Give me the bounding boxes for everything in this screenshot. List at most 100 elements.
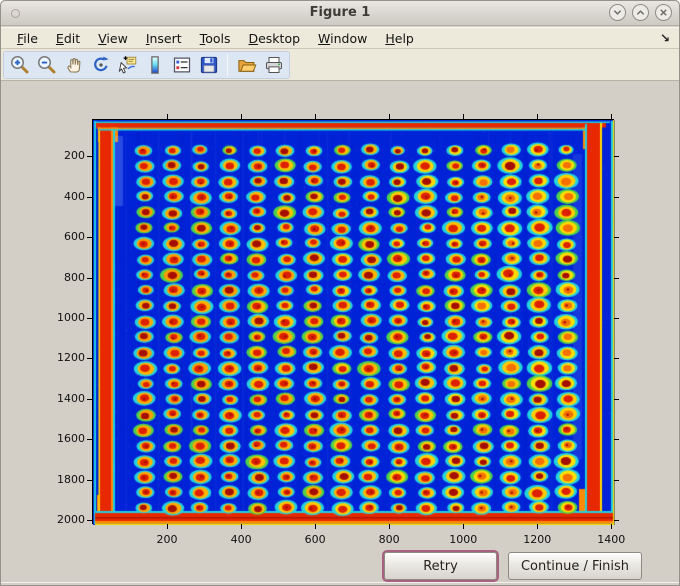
printer-icon — [265, 57, 282, 73]
data-cursor-icon — [118, 56, 136, 74]
y-tick — [614, 277, 619, 279]
y-tick — [87, 237, 92, 239]
microarray-image[interactable] — [93, 120, 615, 525]
y-tick — [614, 317, 619, 319]
pan-button[interactable] — [62, 54, 85, 77]
insert-colorbar-button[interactable] — [143, 54, 166, 77]
y-tick-label: 1400 — [57, 391, 85, 405]
legend-icon — [173, 57, 190, 73]
x-tick — [463, 524, 465, 529]
y-tick — [87, 317, 92, 319]
figure-canvas-area: 200 400 600 800 1000 1200 1400 200 400 600 800 1000… — [1, 82, 679, 585]
menu-window[interactable]: Window — [318, 30, 368, 46]
y-tick — [87, 519, 92, 521]
y-tick-label: 1200 — [57, 351, 85, 365]
x-tick — [241, 114, 243, 119]
continue-finish-button[interactable]: Continue / Finish — [508, 552, 642, 580]
x-tick-label: 1400 — [597, 533, 626, 546]
retry-button[interactable]: Retry — [384, 552, 497, 580]
window-menu-icon[interactable] — [11, 9, 20, 18]
open-folder-icon — [237, 60, 256, 72]
menu-help[interactable]: Help — [385, 30, 414, 46]
menubar: File Edit View Insert Tools Desktop Wind… — [1, 27, 679, 48]
menu-tools[interactable]: Tools — [199, 30, 231, 46]
y-tick — [87, 196, 92, 198]
save-figure-button[interactable] — [197, 54, 220, 77]
x-tick — [611, 114, 613, 119]
x-tick-label: 400 — [230, 533, 252, 546]
y-tick — [87, 277, 92, 279]
y-tick — [614, 196, 619, 198]
print-figure-button[interactable] — [262, 54, 285, 77]
y-tick — [614, 398, 619, 400]
x-tick — [167, 524, 169, 529]
zoom-out-icon — [37, 56, 56, 74]
y-tick — [614, 479, 619, 481]
menu-view[interactable]: View — [98, 30, 128, 46]
save-icon — [200, 56, 217, 74]
y-tick-label: 400 — [64, 189, 85, 203]
y-tick-label: 1000 — [57, 310, 85, 324]
y-tick — [87, 398, 92, 400]
data-cursor-button[interactable] — [116, 54, 139, 77]
y-tick — [87, 156, 92, 158]
insert-legend-button[interactable] — [170, 54, 193, 77]
axes-box: 200 400 600 800 1000 1200 1400 200 400 600 800 1000… — [57, 114, 625, 546]
minimize-button[interactable] — [609, 4, 626, 21]
x-tick — [537, 524, 539, 529]
menu-desktop[interactable]: Desktop — [248, 30, 301, 46]
y-tick — [87, 479, 92, 481]
close-button[interactable] — [655, 4, 672, 21]
y-tick — [614, 156, 619, 158]
rotate-3d-button[interactable] — [89, 54, 112, 77]
y-tick-label: 600 — [64, 230, 85, 244]
titlebar[interactable]: Figure 1 — [1, 1, 679, 26]
y-tick — [87, 358, 92, 360]
y-tick-label: 1600 — [57, 432, 85, 446]
toolbar-separator — [227, 54, 228, 76]
y-tick-label: 800 — [64, 270, 85, 284]
x-tick — [611, 524, 613, 529]
y-tick — [87, 439, 92, 441]
y-tick — [614, 439, 619, 441]
chevron-up-icon — [637, 10, 644, 15]
toolbar — [1, 48, 679, 81]
zoom-out-button[interactable] — [35, 54, 58, 77]
x-tick — [241, 524, 243, 529]
x-tick-label: 1200 — [523, 533, 552, 546]
rotate-3d-icon — [93, 56, 109, 72]
x-tick — [315, 114, 317, 119]
y-tick-label: 2000 — [57, 512, 85, 526]
y-tick-label: 200 — [64, 149, 85, 163]
x-tick-label: 1000 — [449, 533, 478, 546]
zoom-in-icon — [10, 56, 29, 74]
x-tick-label: 600 — [304, 533, 326, 546]
open-file-button[interactable] — [235, 54, 258, 77]
toolbar-icon-group — [3, 51, 290, 79]
menu-insert[interactable]: Insert — [145, 30, 182, 46]
window-title: Figure 1 — [309, 5, 371, 20]
y-tick — [614, 358, 619, 360]
y-tick — [614, 237, 619, 239]
x-tick-label: 200 — [156, 533, 178, 546]
maximize-button[interactable] — [632, 4, 649, 21]
window-bottom-edge — [1, 582, 679, 583]
chevron-down-icon — [614, 10, 621, 15]
x-tick — [167, 114, 169, 119]
x-tick — [537, 114, 539, 119]
colorbar-icon — [150, 56, 159, 74]
x-tick-label: 800 — [378, 533, 400, 546]
y-tick-label: 1800 — [57, 472, 85, 486]
x-tick — [389, 524, 391, 529]
menu-edit[interactable]: Edit — [55, 30, 81, 46]
y-tick — [614, 519, 619, 521]
window-controls — [609, 4, 672, 21]
x-tick — [463, 114, 465, 119]
dock-figure-icon[interactable]: ↘ — [659, 31, 670, 45]
close-icon — [660, 9, 667, 16]
zoom-in-button[interactable] — [8, 54, 31, 77]
menu-file[interactable]: File — [17, 30, 38, 46]
x-tick — [315, 524, 317, 529]
pan-hand-icon — [66, 57, 80, 73]
